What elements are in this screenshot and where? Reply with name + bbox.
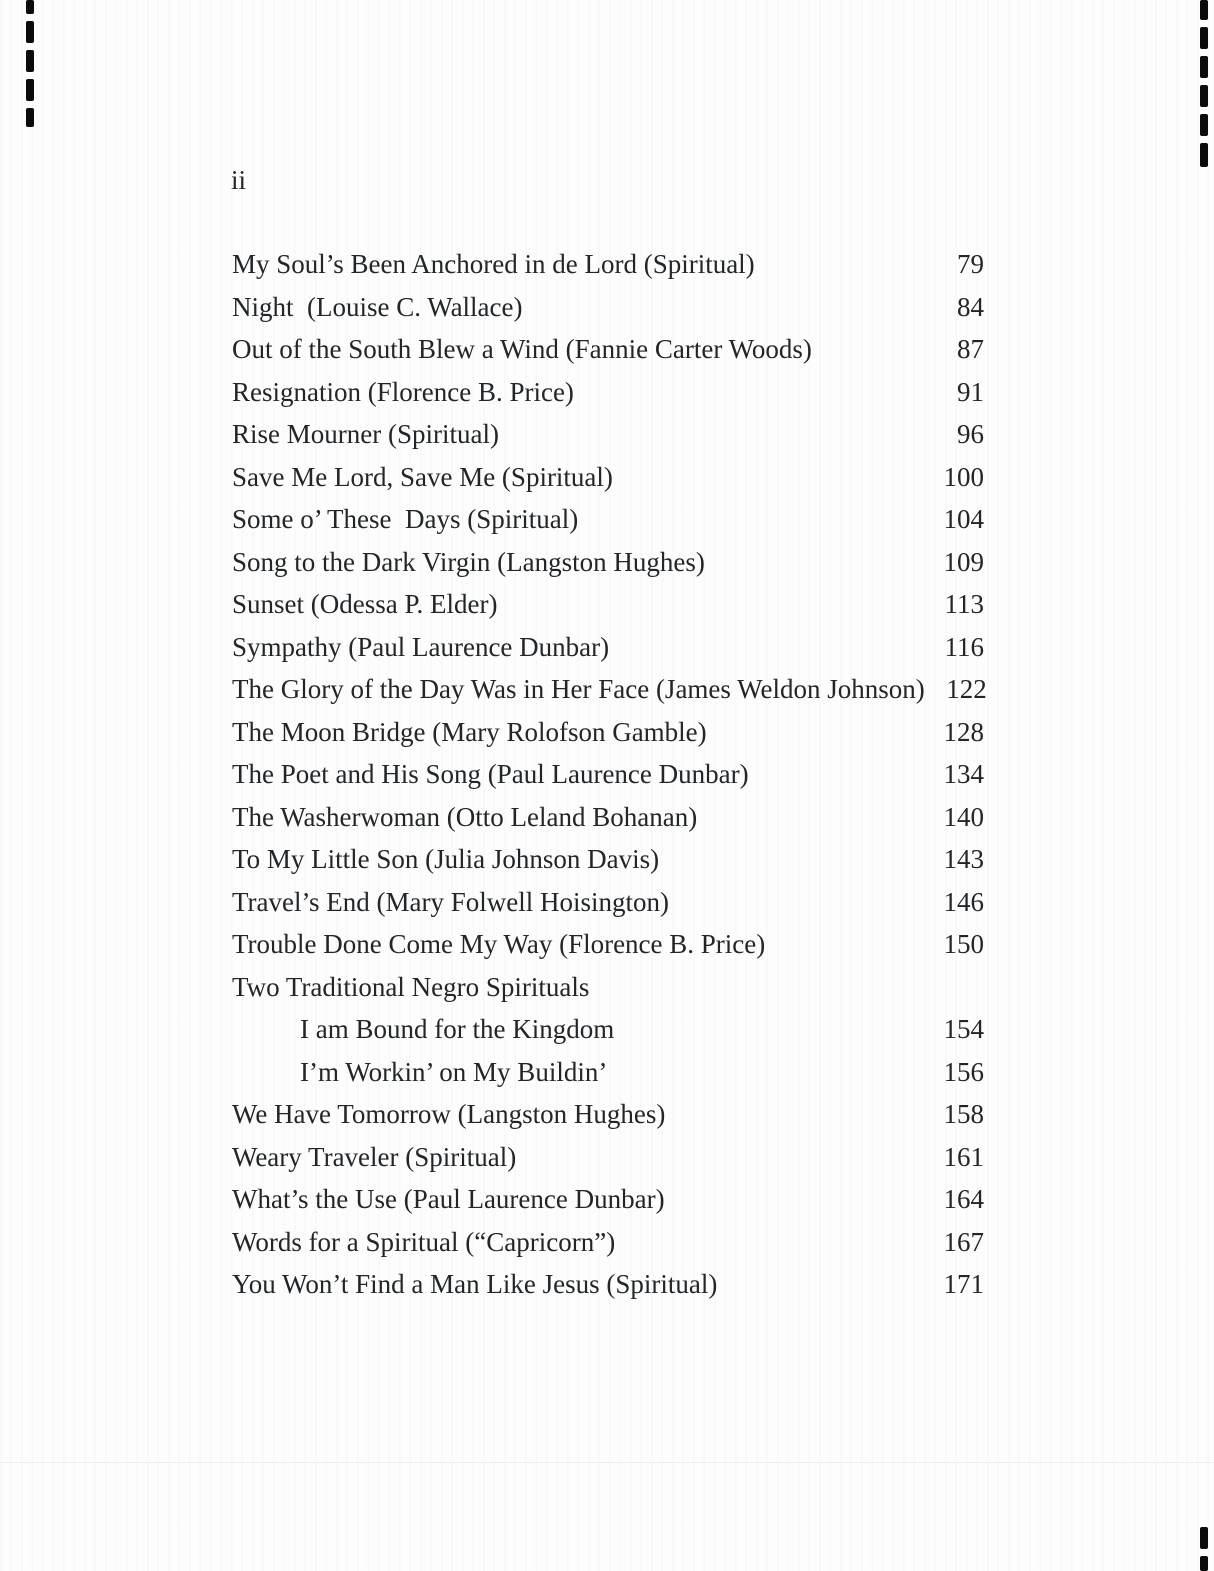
toc-entry: Words for a Spiritual (“Capricorn”) 167 xyxy=(232,1221,984,1264)
toc-entry-page-number: 79 xyxy=(957,249,984,279)
toc-entry: I’m Workin’ on My Buildin’ 156 xyxy=(232,1051,984,1094)
scan-edge-mark xyxy=(1200,85,1208,107)
toc-entry-title: Sunset (Odessa P. Elder) xyxy=(232,589,498,619)
toc-entry-page-number: 171 xyxy=(943,1269,985,1299)
toc-entry-title: Save Me Lord, Save Me (Spiritual) xyxy=(232,461,613,492)
toc-entry-page-number: 156 xyxy=(943,1056,985,1087)
toc-entry-title: Words for a Spiritual (“Capricorn”) xyxy=(232,1226,616,1257)
toc-entry-title: You Won’t Find a Man Like Jesus (Spiritu… xyxy=(232,1269,718,1299)
toc-entry-page-number: 113 xyxy=(944,589,985,619)
toc-entry-page-number: 154 xyxy=(943,1014,985,1044)
toc-entry-page-number: 122 xyxy=(946,674,987,704)
scan-edge-mark xyxy=(26,50,34,72)
scan-edge-mark xyxy=(26,21,34,43)
toc-entry-title: Rise Mourner (Spiritual) xyxy=(232,419,499,449)
toc-entry: What’s the Use (Paul Laurence Dunbar) 164 xyxy=(232,1178,984,1221)
toc-entry-title: The Poet and His Song (Paul Laurence Dun… xyxy=(232,759,749,789)
toc-entry-title: The Glory of the Day Was in Her Face (Ja… xyxy=(232,674,925,704)
toc-entry: Travel’s End (Mary Folwell Hoisington) 14… xyxy=(232,881,984,924)
toc-entry-page-number: 87 xyxy=(957,334,984,364)
toc-entry-title: We Have Tomorrow (Langston Hughes) xyxy=(232,1099,666,1129)
toc-entry-title: Song to the Dark Virgin (Langston Hughes… xyxy=(232,546,705,577)
toc-entry: Weary Traveler (Spiritual) 161 xyxy=(232,1136,984,1179)
toc-entry-page-number: 96 xyxy=(957,419,984,449)
toc-entry-page-number: 146 xyxy=(943,886,985,917)
toc-entry: Song to the Dark Virgin (Langston Hughes… xyxy=(232,541,984,584)
toc-entry-page-number: 150 xyxy=(943,929,985,959)
scan-edge-mark xyxy=(1200,0,1208,20)
toc-entry-title: I’m Workin’ on My Buildin’ xyxy=(300,1056,608,1087)
toc-entry: I am Bound for the Kingdom 154 xyxy=(232,1008,984,1051)
toc-entry-title: Out of the South Blew a Wind (Fannie Car… xyxy=(232,334,812,364)
toc-entry-page-number: 100 xyxy=(943,461,985,492)
scan-edge-mark xyxy=(26,0,34,14)
toc-entry: To My Little Son (Julia Johnson Davis) 14… xyxy=(232,838,984,881)
toc-entry-page-number: 158 xyxy=(943,1099,985,1129)
toc-entry-title: Night (Louise C. Wallace) xyxy=(232,291,523,322)
toc-entry: The Moon Bridge (Mary Rolofson Gamble) 12… xyxy=(232,711,984,754)
toc-entry-page-number: 91 xyxy=(957,376,984,407)
toc-entry-title: Some o’ These Days (Spiritual) xyxy=(232,504,579,534)
toc-entry: Out of the South Blew a Wind (Fannie Car… xyxy=(232,328,984,371)
toc-entry-title: What’s the Use (Paul Laurence Dunbar) xyxy=(232,1184,665,1214)
toc-entry-title: The Moon Bridge (Mary Rolofson Gamble) xyxy=(232,716,707,747)
toc-entry-page-number: 164 xyxy=(943,1184,985,1214)
page-number-label: ii xyxy=(231,165,247,195)
toc-entry-page-number: 161 xyxy=(943,1141,985,1172)
scan-edge-mark xyxy=(1200,56,1208,78)
toc-entry-title: Weary Traveler (Spiritual) xyxy=(232,1141,517,1172)
toc-entry: Save Me Lord, Save Me (Spiritual) 100 xyxy=(232,456,984,499)
toc-entry-page-number: 84 xyxy=(957,291,984,322)
toc-entry: The Glory of the Day Was in Her Face (Ja… xyxy=(232,668,987,711)
toc-entry: We Have Tomorrow (Langston Hughes) 158 xyxy=(232,1093,984,1136)
toc-entry-page-number: 143 xyxy=(943,844,985,874)
toc-entry-page-number: 134 xyxy=(943,759,985,789)
toc-entry: Resignation (Florence B. Price) 91 xyxy=(232,371,984,414)
toc-entry: Two Traditional Negro Spirituals xyxy=(232,966,984,1009)
toc-entry-title: Trouble Done Come My Way (Florence B. Pr… xyxy=(232,929,766,959)
toc-entry: Rise Mourner (Spiritual) 96 xyxy=(232,413,984,456)
toc-entry-title: Travel’s End (Mary Folwell Hoisington) xyxy=(232,886,669,917)
toc-entry-title: My Soul’s Been Anchored in de Lord (Spir… xyxy=(232,249,755,279)
scan-edge-mark xyxy=(1200,1527,1208,1549)
toc-entry: The Washerwoman (Otto Leland Bohanan) 140 xyxy=(232,796,984,839)
toc-entry: My Soul’s Been Anchored in de Lord (Spir… xyxy=(232,243,984,286)
toc-entry: Some o’ These Days (Spiritual) 104 xyxy=(232,498,984,541)
toc-entry-page-number: 104 xyxy=(943,504,985,534)
toc-entry-title: Two Traditional Negro Spirituals xyxy=(232,971,590,1002)
scan-edge-mark xyxy=(1200,27,1208,49)
toc-entry-page-number: 140 xyxy=(943,801,985,832)
toc-entry-title: Sympathy (Paul Laurence Dunbar) xyxy=(232,631,610,662)
toc-entry-page-number: 109 xyxy=(943,546,985,577)
toc-entry-page-number: 167 xyxy=(943,1226,985,1257)
toc-entry: Sympathy (Paul Laurence Dunbar) 116 xyxy=(232,626,984,669)
toc-entry: You Won’t Find a Man Like Jesus (Spiritu… xyxy=(232,1263,984,1306)
scan-edge-mark xyxy=(1200,114,1208,136)
toc-entry: Sunset (Odessa P. Elder) 113 xyxy=(232,583,984,626)
toc-entry-page-number: 116 xyxy=(944,631,985,662)
toc-entry-title: Resignation (Florence B. Price) xyxy=(232,376,574,407)
scan-seam-line xyxy=(0,1462,1214,1463)
toc-entry-title: I am Bound for the Kingdom xyxy=(300,1014,615,1044)
scan-edge-mark xyxy=(26,108,34,127)
toc-entry: The Poet and His Song (Paul Laurence Dun… xyxy=(232,753,984,796)
toc-entry-page-number: 128 xyxy=(943,716,985,747)
scan-edge-mark xyxy=(1200,143,1208,167)
table-of-contents: My Soul’s Been Anchored in de Lord (Spir… xyxy=(232,243,987,1306)
toc-entry-title: The Washerwoman (Otto Leland Bohanan) xyxy=(232,801,698,832)
scan-edge-mark xyxy=(1200,1556,1208,1571)
toc-entry-title: To My Little Son (Julia Johnson Davis) xyxy=(232,844,660,874)
scan-edge-mark xyxy=(26,79,34,101)
toc-entry: Night (Louise C. Wallace) 84 xyxy=(232,286,984,329)
toc-entry: Trouble Done Come My Way (Florence B. Pr… xyxy=(232,923,984,966)
